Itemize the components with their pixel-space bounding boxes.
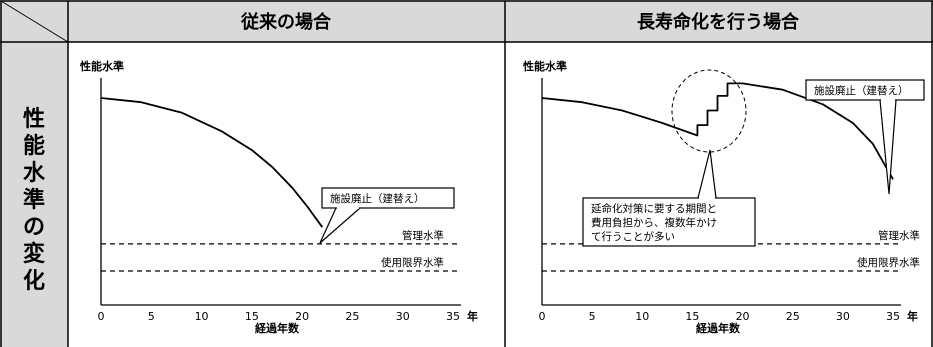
x-tick-label: 15 (245, 310, 259, 323)
callout-text: 施設廃止（建替え） (330, 192, 425, 205)
callout-box (321, 187, 455, 209)
callout-text: 費用負担から、複数年かけ (591, 216, 717, 229)
performance-curve (100, 97, 324, 228)
x-axis-label: 経過年数 (696, 321, 741, 335)
reference-line-label: 使用限界水準 (857, 256, 920, 269)
x-tick-label: 30 (396, 310, 410, 323)
row-label-char: 化 (23, 268, 45, 294)
row-label-char: 水 (23, 161, 46, 186)
x-tick-label: 10 (195, 310, 209, 323)
x-tick-label: 15 (685, 310, 699, 323)
x-tick-label: 35 (886, 310, 900, 323)
x-tick-label: 25 (786, 310, 800, 323)
callout-box (582, 197, 756, 247)
callout-box (805, 79, 925, 101)
callout-pointer (319, 207, 361, 244)
reference-line-label: 使用限界水準 (381, 256, 444, 269)
reference-line-label: 管理水準 (878, 229, 920, 242)
y-axis-label: 性能水準 (523, 59, 567, 73)
header-row-bg (0, 0, 933, 42)
x-tick-label: 10 (635, 310, 649, 323)
row-label-char: 変 (23, 241, 45, 267)
reference-line-label: 管理水準 (402, 229, 444, 242)
y-axis-label: 性能水準 (80, 59, 124, 73)
row-label-bg (0, 42, 68, 347)
row-label-char: 性 (23, 107, 45, 132)
x-unit-label: 年 (907, 309, 918, 323)
x-tick-label: 5 (148, 310, 155, 323)
callout-text: て行うことが多い (591, 230, 675, 243)
x-axis-label: 経過年数 (255, 321, 300, 335)
row-label-char: 能 (23, 133, 45, 159)
row-label-char: の (23, 215, 45, 240)
callout-pointer (879, 99, 897, 195)
performance-curve (541, 82, 894, 180)
x-tick-label: 35 (446, 310, 460, 323)
header-right: 長寿命化を行う場合 (637, 11, 800, 33)
x-tick-label: 20 (736, 310, 750, 323)
callout-pointer (697, 149, 717, 199)
x-tick-label: 30 (836, 310, 850, 323)
callout-text: 延命化対策に要する期間と (591, 202, 717, 215)
x-unit-label: 年 (467, 309, 478, 323)
callout-text: 施設廃止（建替え） (814, 84, 909, 97)
x-tick-label: 20 (295, 310, 309, 323)
header-left: 従来の場合 (240, 11, 332, 33)
row-label-char: 準 (23, 187, 45, 213)
x-tick-label: 0 (98, 310, 105, 323)
x-tick-label: 0 (539, 310, 546, 323)
highlight-circle (671, 69, 747, 153)
x-tick-label: 5 (589, 310, 596, 323)
x-tick-label: 25 (345, 310, 359, 323)
